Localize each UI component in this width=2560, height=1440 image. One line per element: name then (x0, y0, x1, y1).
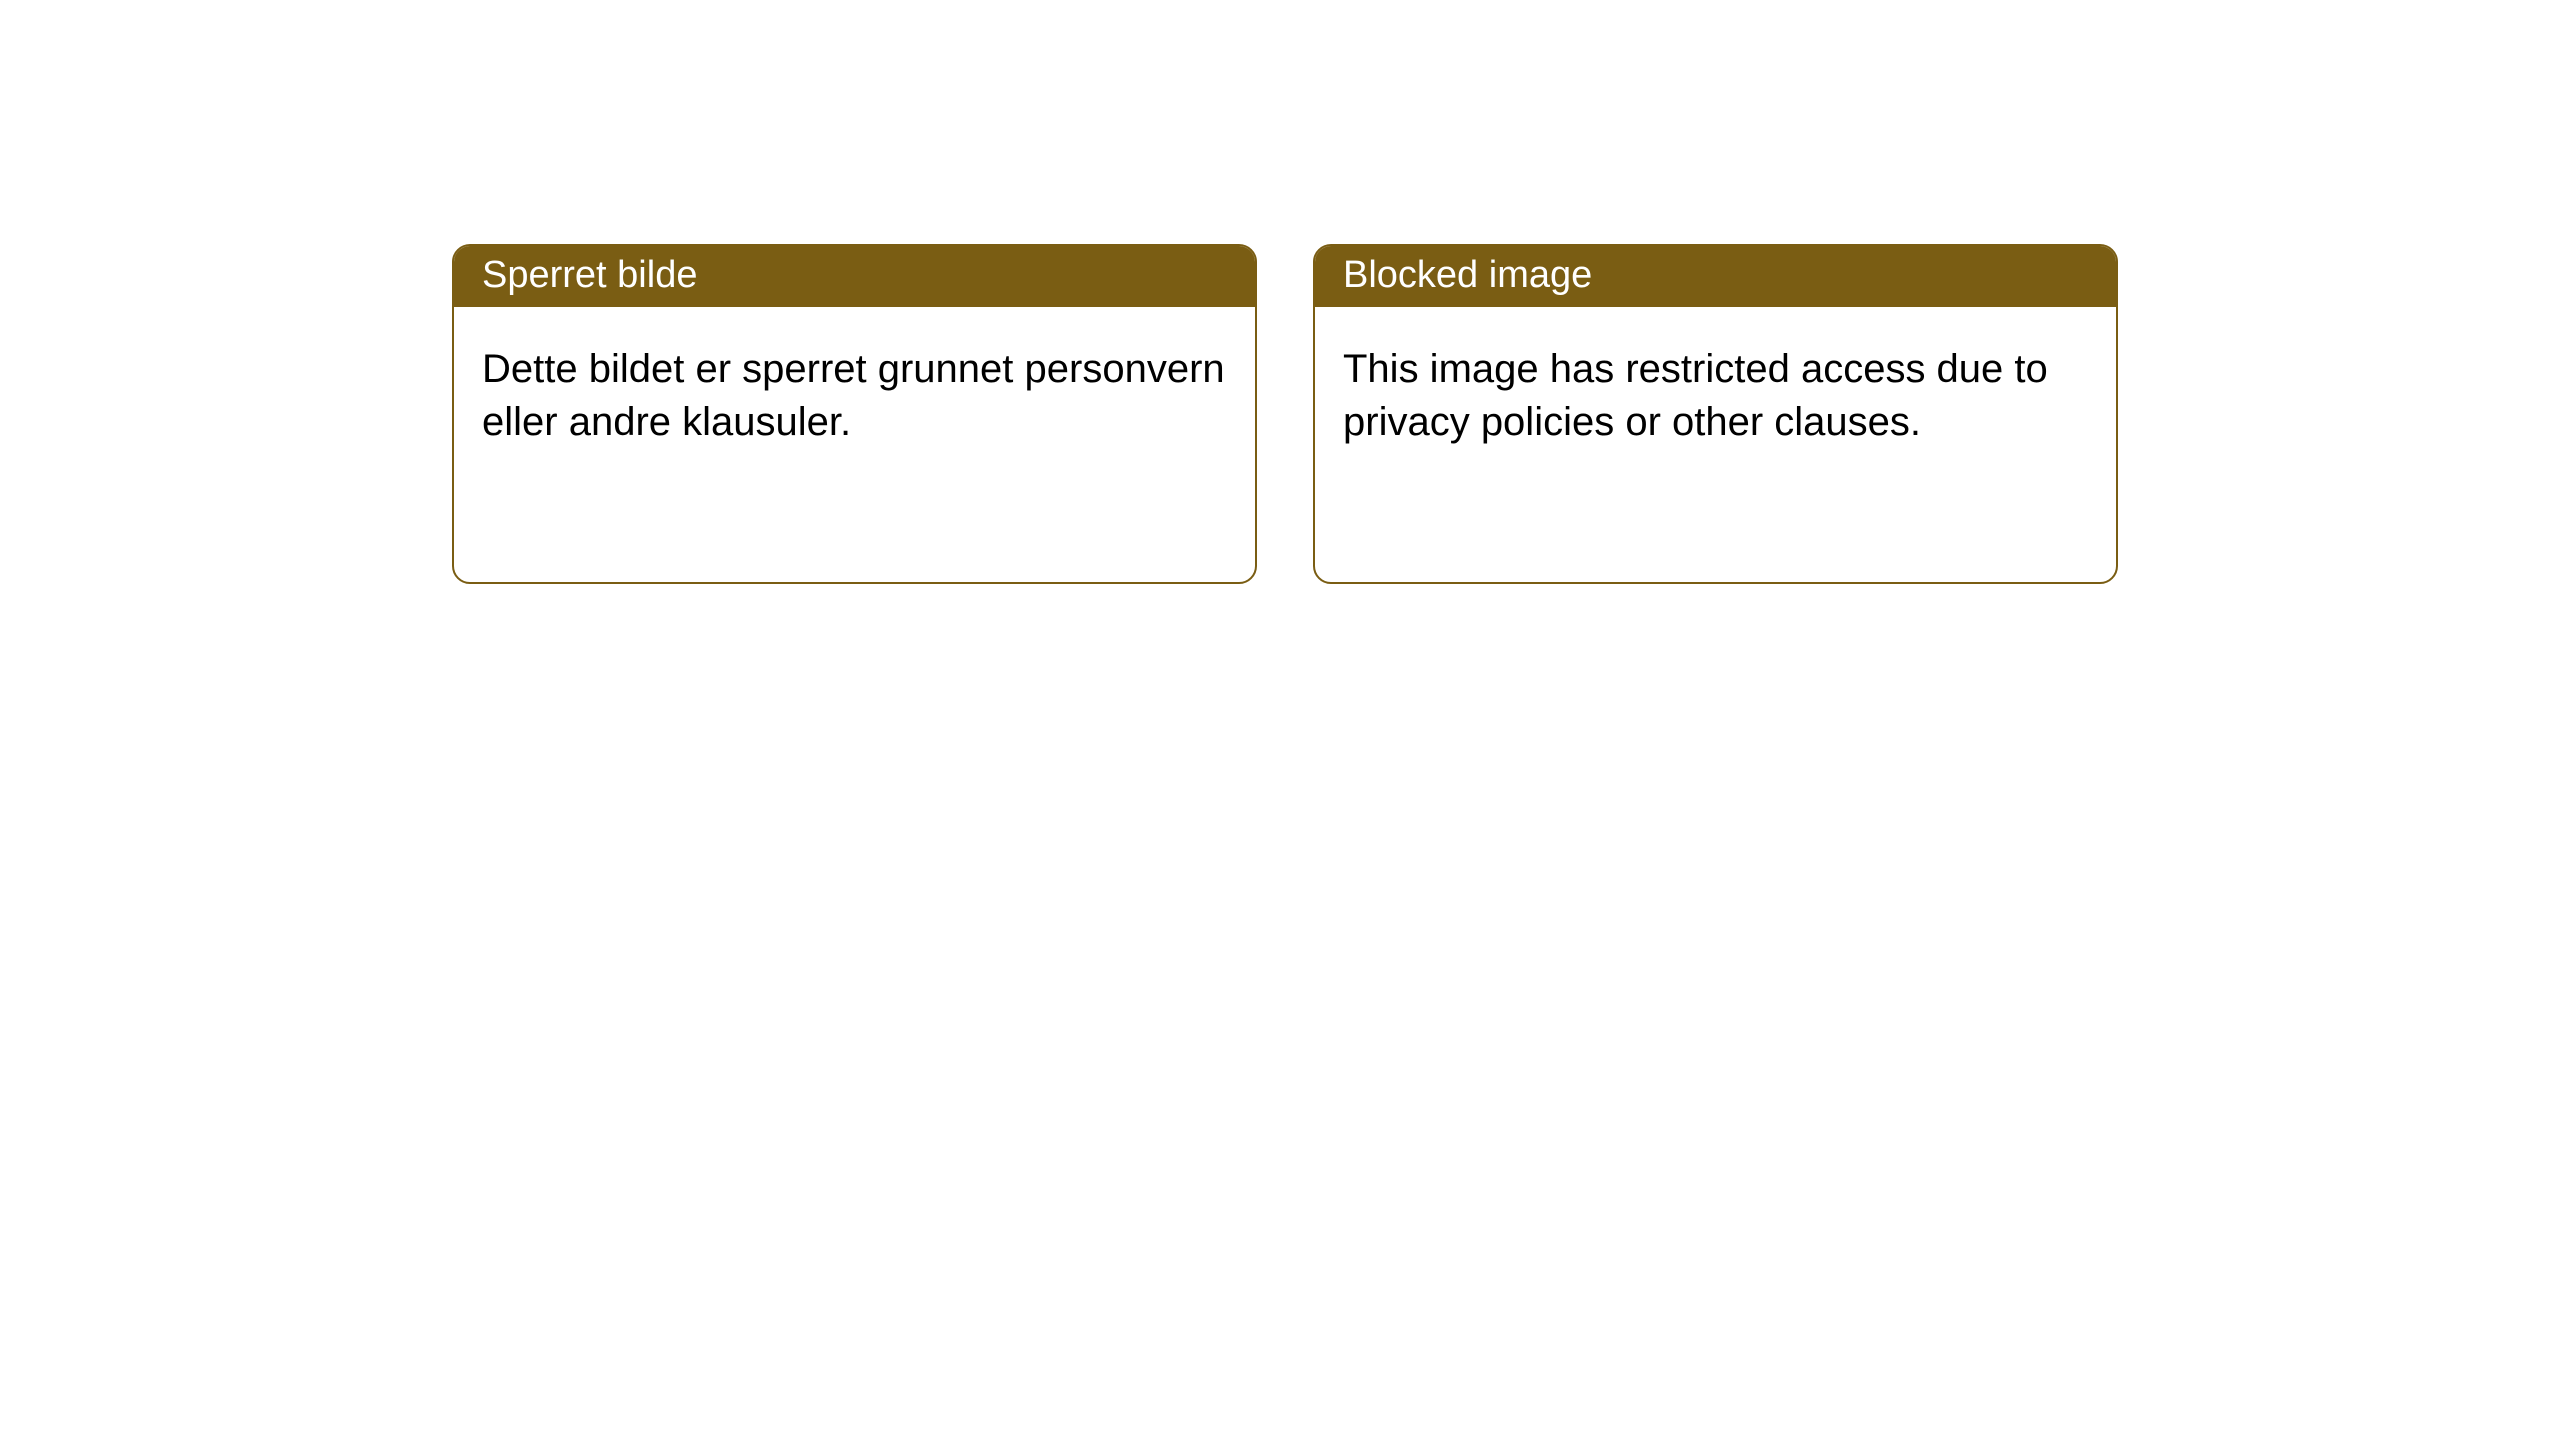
notice-body: Dette bildet er sperret grunnet personve… (454, 307, 1255, 485)
notice-card-norwegian: Sperret bilde Dette bildet er sperret gr… (452, 244, 1257, 584)
notice-body: This image has restricted access due to … (1315, 307, 2116, 485)
notice-header: Sperret bilde (454, 246, 1255, 307)
notice-container: Sperret bilde Dette bildet er sperret gr… (0, 0, 2560, 584)
notice-header: Blocked image (1315, 246, 2116, 307)
notice-card-english: Blocked image This image has restricted … (1313, 244, 2118, 584)
